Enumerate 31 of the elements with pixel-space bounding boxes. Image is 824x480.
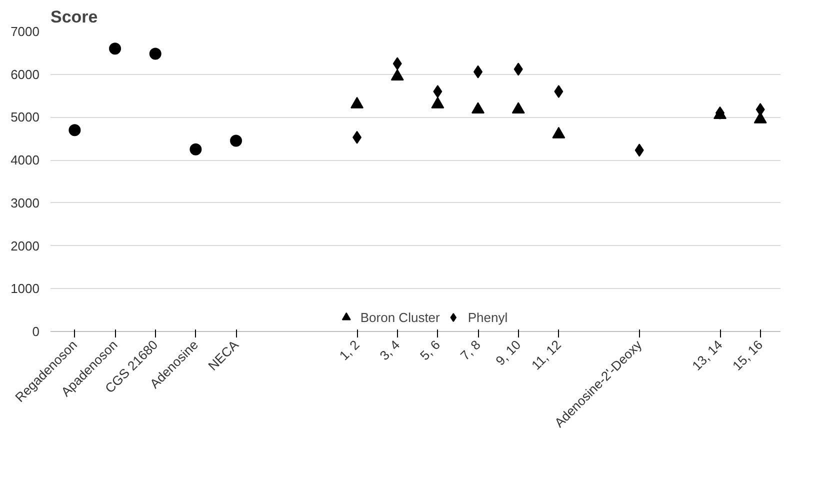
point	[68, 124, 81, 136]
point	[634, 144, 644, 157]
x-tick-label: 7, 8	[457, 337, 484, 364]
point	[392, 57, 402, 70]
x-tick-label: 13, 14	[689, 337, 726, 374]
point	[554, 85, 564, 98]
y-tick-label: 2000	[10, 238, 40, 254]
y-tick-label: 3000	[10, 195, 40, 210]
point	[230, 134, 242, 147]
y-tick-label: 4000	[10, 152, 40, 168]
point	[149, 48, 162, 60]
legend-label: Boron Cluster	[360, 310, 440, 324]
point	[190, 143, 202, 156]
y-tick-label: 7000	[10, 24, 40, 39]
y-tick-label: 1000	[10, 281, 40, 296]
point	[109, 42, 122, 55]
y-tick-label: 5000	[10, 110, 40, 125]
chart-title: Score	[50, 8, 98, 26]
x-tick-label: 9, 10	[492, 337, 524, 368]
point	[352, 130, 362, 144]
y-tick-label: 6000	[10, 66, 40, 82]
x-tick-label: 15, 16	[729, 337, 766, 374]
point	[474, 65, 483, 78]
x-tick-label: 5, 6	[417, 337, 443, 364]
point	[756, 103, 765, 116]
x-tick-label: 3, 4	[376, 337, 403, 364]
point	[433, 85, 442, 98]
x-tick-label: 1, 2	[336, 337, 362, 364]
legend-label: Phenyl	[468, 310, 508, 324]
point	[514, 62, 523, 76]
y-tick-label: 0	[32, 324, 40, 339]
